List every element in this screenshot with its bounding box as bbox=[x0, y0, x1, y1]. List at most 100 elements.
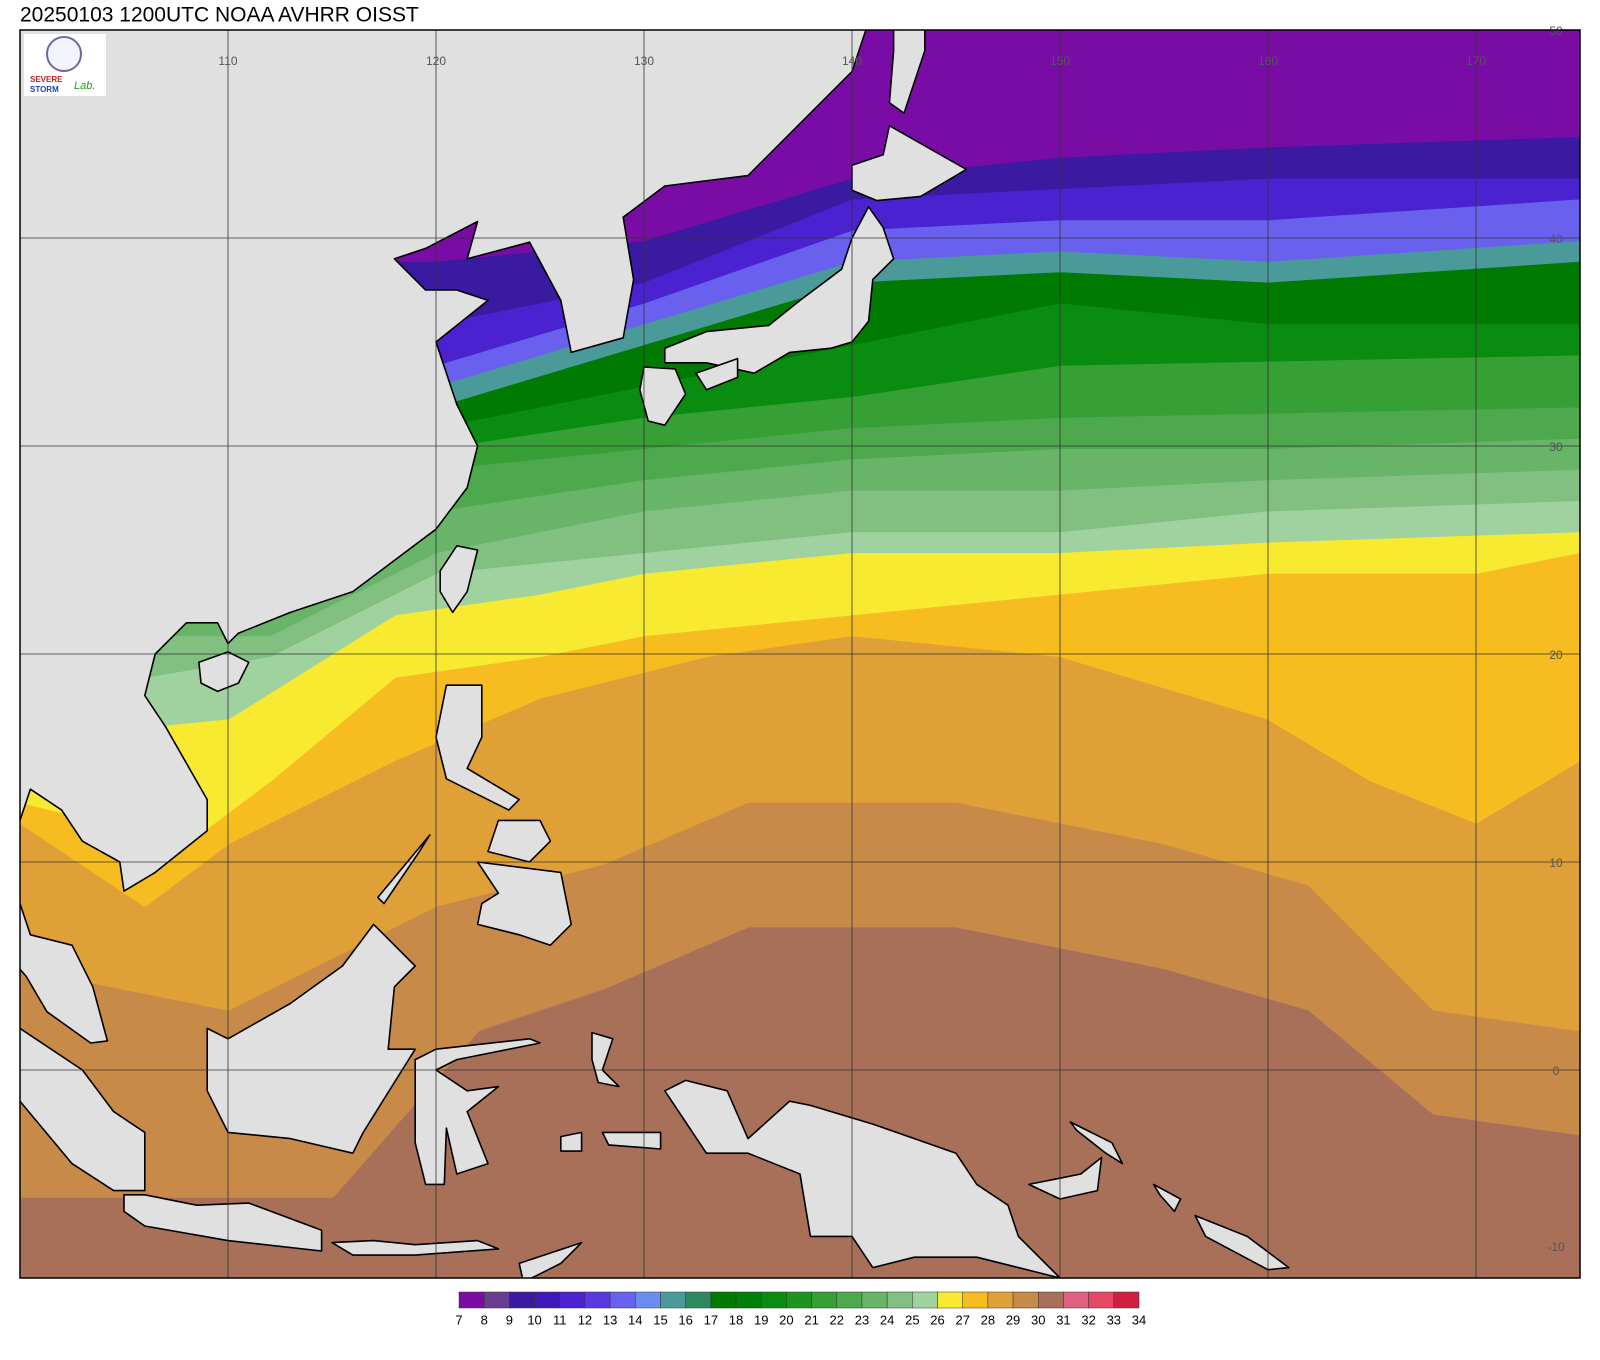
landmass bbox=[439, 545, 479, 614]
colorbar-swatch bbox=[836, 1291, 863, 1309]
colorbar-label: 25 bbox=[905, 1312, 919, 1327]
logo-text: SEVERE bbox=[30, 75, 63, 84]
lat-label: 50 bbox=[1549, 24, 1563, 38]
colorbar-label: 21 bbox=[804, 1312, 818, 1327]
lat-label: -10 bbox=[1547, 1240, 1565, 1254]
landmass bbox=[377, 834, 431, 905]
colorbar-label: 14 bbox=[628, 1312, 642, 1327]
lon-label: 110 bbox=[218, 54, 237, 68]
logo: SEVERE STORM Lab. bbox=[24, 34, 106, 96]
colorbar-swatch bbox=[1038, 1291, 1064, 1309]
lon-label: 130 bbox=[634, 54, 654, 68]
colorbar-swatch bbox=[534, 1291, 560, 1309]
graticule: 110 120 130 140 150 160 170 50 40 30 20 10 0 -10 bbox=[20, 24, 1580, 1278]
landmass bbox=[591, 1031, 620, 1088]
landmass bbox=[888, 30, 926, 114]
landmass bbox=[123, 1194, 323, 1252]
colorbar-label: 24 bbox=[880, 1312, 894, 1327]
landmass bbox=[664, 1079, 1061, 1278]
colorbar-label: 10 bbox=[527, 1312, 541, 1327]
landmass bbox=[435, 684, 520, 811]
colorbar-swatch bbox=[1063, 1291, 1089, 1309]
colorbar-swatch bbox=[786, 1291, 812, 1309]
colorbar-label: 20 bbox=[779, 1312, 793, 1327]
colorbar-swatch bbox=[685, 1291, 712, 1309]
landmass bbox=[20, 1027, 146, 1192]
colorbar-label: 26 bbox=[930, 1312, 944, 1327]
landmass bbox=[695, 357, 739, 391]
colorbar-swatch bbox=[559, 1291, 586, 1309]
colorbar-label: 18 bbox=[729, 1312, 743, 1327]
lon-label: 150 bbox=[1050, 54, 1070, 68]
landmass bbox=[851, 124, 968, 202]
colorbar-swatch bbox=[458, 1291, 485, 1309]
landmass bbox=[1194, 1214, 1290, 1271]
landmass bbox=[1152, 1183, 1182, 1213]
landmass bbox=[20, 30, 867, 892]
landmass bbox=[206, 923, 416, 1154]
landmass bbox=[518, 1241, 583, 1278]
colorbar-swatch bbox=[635, 1291, 661, 1309]
colorbar-swatch bbox=[584, 1291, 611, 1309]
lat-label: 0 bbox=[1553, 1064, 1560, 1078]
colorbar-swatch bbox=[735, 1291, 762, 1309]
logo-seal bbox=[46, 36, 82, 72]
colorbar-swatch bbox=[987, 1291, 1014, 1309]
colorbar-swatch bbox=[861, 1291, 888, 1309]
landmass bbox=[487, 819, 552, 863]
colorbar-label: 19 bbox=[754, 1312, 768, 1327]
colorbar-label: 7 bbox=[455, 1312, 462, 1327]
colorbar-label: 31 bbox=[1056, 1312, 1070, 1327]
colorbar-label: 13 bbox=[603, 1312, 617, 1327]
colorbar-label: 32 bbox=[1081, 1312, 1095, 1327]
colorbar-label: 22 bbox=[830, 1312, 844, 1327]
landmass bbox=[601, 1131, 662, 1150]
colorbar-swatch bbox=[1113, 1291, 1140, 1309]
colorbar-swatch bbox=[912, 1291, 938, 1309]
colorbar-label: 29 bbox=[1006, 1312, 1020, 1327]
map-frame bbox=[19, 29, 1581, 1279]
colorbar-label: 12 bbox=[578, 1312, 592, 1327]
colorbar-label: 16 bbox=[678, 1312, 692, 1327]
landmass bbox=[560, 1131, 583, 1152]
lat-label: 20 bbox=[1549, 648, 1563, 662]
colorbar-swatch bbox=[609, 1291, 636, 1309]
colorbar-swatch bbox=[1088, 1291, 1115, 1309]
landmass bbox=[476, 861, 572, 946]
lon-label: 120 bbox=[426, 54, 446, 68]
lat-label: 40 bbox=[1549, 232, 1563, 246]
colorbar-label: 34 bbox=[1132, 1312, 1146, 1327]
colorbar-swatch bbox=[962, 1291, 989, 1309]
logo-text: STORM bbox=[30, 85, 59, 94]
colorbar-swatch bbox=[660, 1291, 686, 1309]
colorbar-label: 17 bbox=[704, 1312, 718, 1327]
colorbar-label: 30 bbox=[1031, 1312, 1045, 1327]
colorbar-swatch bbox=[483, 1291, 510, 1309]
colorbar-swatch bbox=[1012, 1291, 1039, 1309]
colorbar-label: 23 bbox=[855, 1312, 869, 1327]
colorbar-swatch bbox=[509, 1291, 535, 1309]
colorbar-label: 11 bbox=[553, 1312, 567, 1327]
colorbar-label: 8 bbox=[481, 1312, 488, 1327]
colorbar-label: 15 bbox=[653, 1312, 667, 1327]
lat-label: 10 bbox=[1549, 856, 1563, 870]
colorbar-swatch bbox=[710, 1291, 737, 1309]
colorbar-swatch bbox=[886, 1291, 913, 1309]
landmass bbox=[331, 1239, 500, 1256]
landmass bbox=[1069, 1121, 1124, 1165]
colorbar-label: 28 bbox=[981, 1312, 995, 1327]
colorbar-label: 9 bbox=[506, 1312, 513, 1327]
lon-label: 160 bbox=[1258, 54, 1278, 68]
colorbar-label: 27 bbox=[955, 1312, 969, 1327]
logo-text: Lab. bbox=[74, 80, 95, 92]
colorbar-swatch bbox=[811, 1291, 838, 1309]
lat-label: 30 bbox=[1549, 440, 1563, 454]
land bbox=[20, 30, 1290, 1278]
colorbar-swatch bbox=[937, 1291, 963, 1309]
landmass bbox=[20, 901, 109, 1044]
landmass bbox=[639, 366, 687, 426]
lon-label: 140 bbox=[842, 54, 862, 68]
colorbar: 7 8 9 10 11 12 13 14 15 16 17 18 19 20 21 22 23 24 25 26 27 2… bbox=[455, 1291, 1146, 1327]
